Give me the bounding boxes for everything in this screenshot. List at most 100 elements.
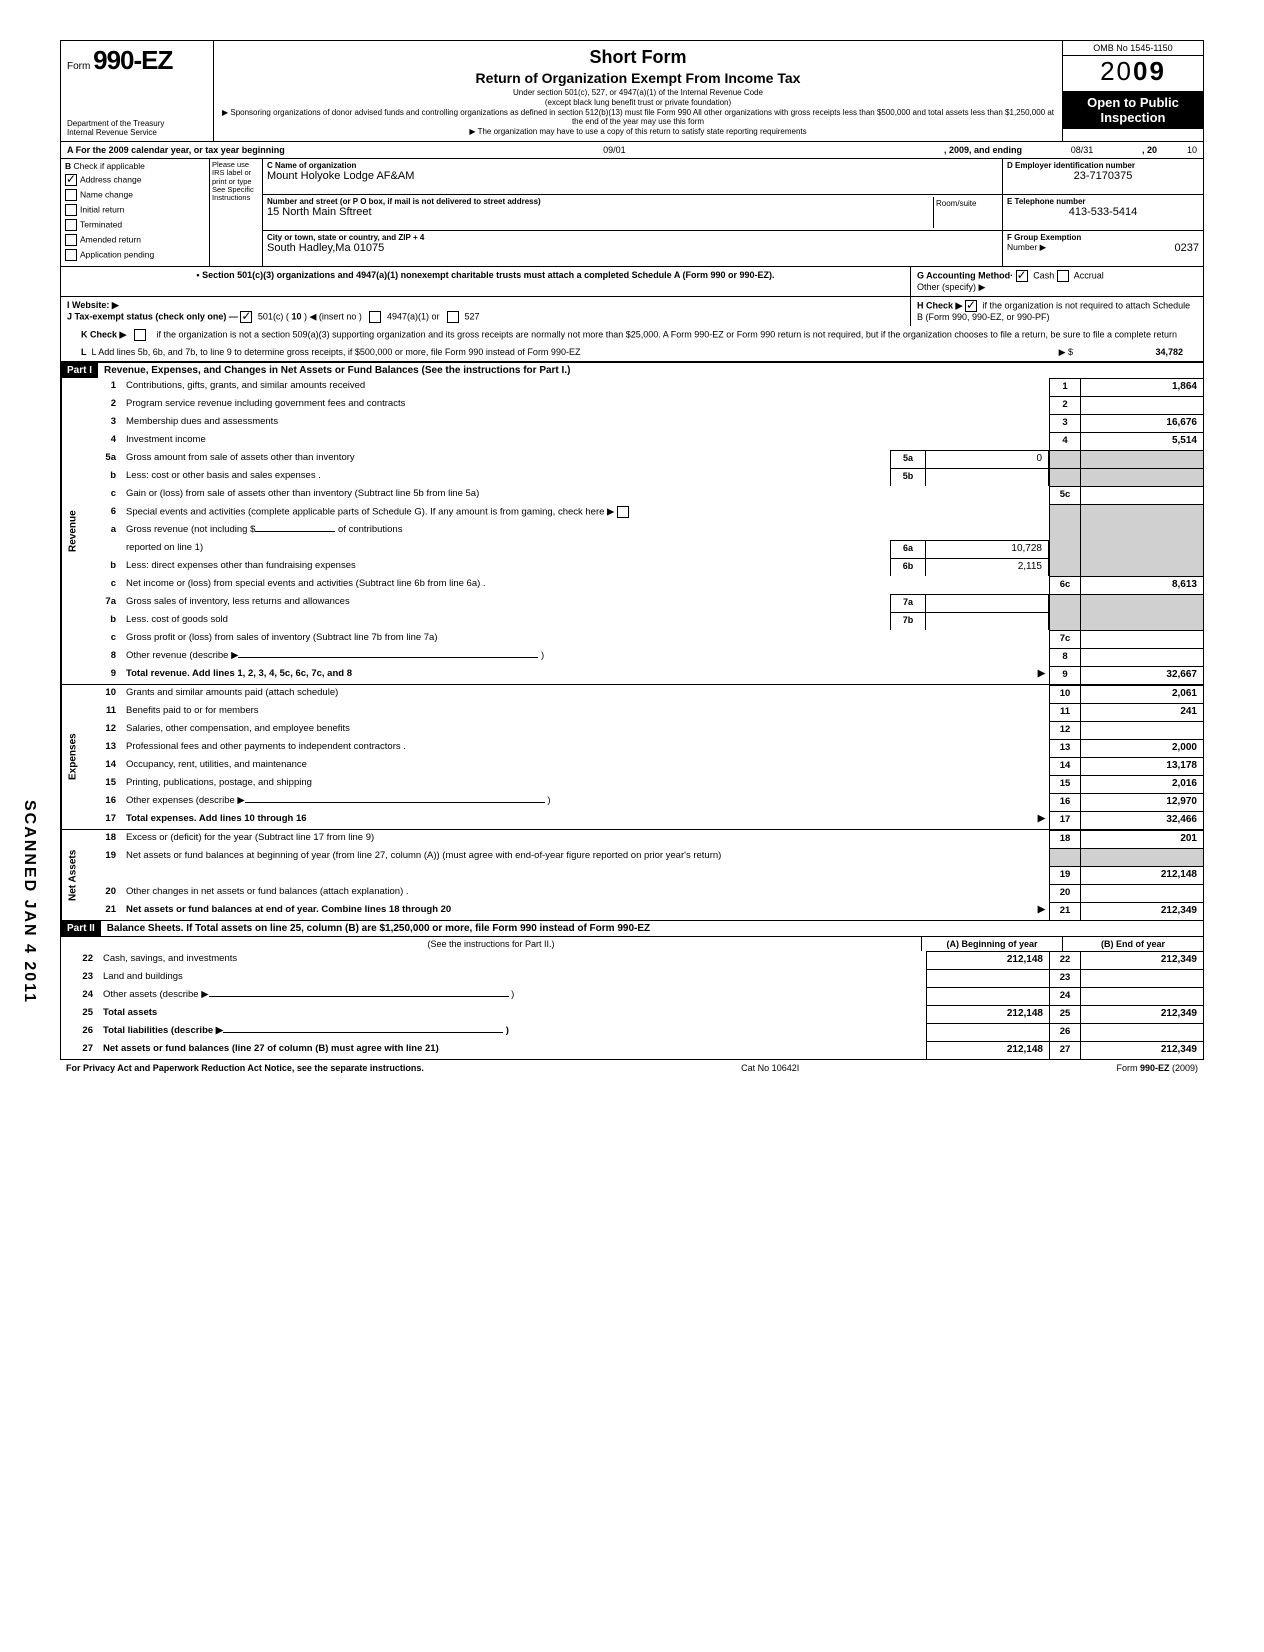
footer-mid: Cat No 10642I — [741, 1063, 799, 1073]
title-box: Short Form Return of Organization Exempt… — [214, 41, 1063, 141]
ln-9: 9 — [84, 666, 122, 684]
cb-gaming[interactable] — [617, 506, 629, 518]
cb-501c[interactable] — [240, 311, 252, 323]
val-7a — [1080, 594, 1203, 612]
h-section: H Check ▶ if the organization is not req… — [910, 297, 1203, 326]
subtitle-3: ▶ Sponsoring organizations of donor advi… — [220, 108, 1056, 126]
num-22: 22 — [1049, 951, 1080, 969]
desc-2: Program service revenue including govern… — [122, 396, 1049, 414]
num-14: 14 — [1049, 757, 1080, 775]
city-label: City or town, state or country, and ZIP … — [267, 233, 998, 242]
col-b-header: (B) End of year — [1062, 937, 1203, 951]
desc-23: Land and buildings — [99, 969, 926, 987]
ln-19: 19 — [84, 848, 122, 866]
num-26: 26 — [1049, 1023, 1080, 1041]
midnum-7a: 7a — [890, 594, 926, 612]
ln-5c: c — [84, 486, 122, 504]
num-19s — [1049, 848, 1080, 866]
val-23b — [1080, 969, 1203, 987]
ln-3: 3 — [84, 414, 122, 432]
desc-25: Total assets — [99, 1005, 926, 1023]
cb-address-change[interactable] — [65, 174, 77, 186]
val-10: 2,061 — [1080, 685, 1203, 703]
cb-initial[interactable] — [65, 204, 77, 216]
val-22a: 212,148 — [926, 951, 1049, 969]
val-5b — [1080, 468, 1203, 486]
col-c: C Name of organization Mount Holyoke Lod… — [263, 159, 1002, 266]
num-6 — [1049, 504, 1080, 522]
val-9: 32,667 — [1080, 666, 1203, 684]
midval-7b — [926, 612, 1049, 630]
cb-amended[interactable] — [65, 234, 77, 246]
desc-4: Investment income — [122, 432, 1049, 450]
street-label: Number and street (or P O box, if mail i… — [267, 197, 933, 206]
footer: For Privacy Act and Paperwork Reduction … — [60, 1060, 1204, 1076]
midnum-6a: 6a — [890, 540, 926, 558]
ln-27: 27 — [61, 1041, 99, 1059]
val-7c — [1080, 630, 1203, 648]
cb-527[interactable] — [447, 311, 459, 323]
form-number: 990-EZ — [93, 45, 172, 75]
num-18: 18 — [1049, 830, 1080, 848]
val-24a — [926, 987, 1049, 1005]
ln-10: 10 — [84, 685, 122, 703]
val-13: 2,000 — [1080, 739, 1203, 757]
desc-5b: Less: cost or other basis and sales expe… — [122, 468, 890, 486]
val-15: 2,016 — [1080, 775, 1203, 793]
desc-3: Membership dues and assessments — [122, 414, 1049, 432]
ln-18: 18 — [84, 830, 122, 848]
group-exemption: 0237 — [1175, 242, 1199, 254]
ln-13: 13 — [84, 739, 122, 757]
val-7b — [1080, 612, 1203, 630]
num-17: 17 — [1049, 811, 1080, 829]
d-label: D Employer identification number — [1007, 161, 1199, 170]
cb-accrual[interactable] — [1057, 270, 1069, 282]
cb-cash[interactable] — [1016, 270, 1028, 282]
desc-12: Salaries, other compensation, and employ… — [122, 721, 1049, 739]
num-6a-pre — [1049, 522, 1080, 540]
num-16: 16 — [1049, 793, 1080, 811]
cb-terminated[interactable] — [65, 219, 77, 231]
val-12 — [1080, 721, 1203, 739]
org-name: Mount Holyoke Lodge AF&AM — [267, 170, 998, 182]
num-7c: 7c — [1049, 630, 1080, 648]
num-20: 20 — [1049, 884, 1080, 902]
cb-4947[interactable] — [369, 311, 381, 323]
ln-19b — [84, 866, 122, 884]
desc-5c: Gain or (loss) from sale of assets other… — [122, 486, 1049, 504]
ein: 23-7170375 — [1007, 170, 1199, 182]
note-row-1: • Section 501(c)(3) organizations and 49… — [60, 266, 1204, 296]
num-13: 13 — [1049, 739, 1080, 757]
midnum-5a: 5a — [890, 450, 926, 468]
val-8 — [1080, 648, 1203, 666]
val-22b: 212,349 — [1080, 951, 1203, 969]
i-label: I Website: ▶ — [67, 300, 119, 310]
cb-h[interactable] — [965, 300, 977, 312]
footer-left: For Privacy Act and Paperwork Reduction … — [66, 1063, 424, 1073]
num-6b — [1049, 558, 1080, 576]
street-val: 15 North Main Sftreet — [267, 206, 933, 218]
num-1: 1 — [1049, 378, 1080, 396]
val-24b — [1080, 987, 1203, 1005]
cb-name-change[interactable] — [65, 189, 77, 201]
desc-16: Other expenses (describe ▶ ) — [122, 793, 1049, 811]
val-6 — [1080, 504, 1203, 522]
col-b: B Check if applicable Address change Nam… — [61, 159, 210, 266]
dept-treasury: Department of the Treasury — [67, 119, 207, 128]
num-2: 2 — [1049, 396, 1080, 414]
cb-k[interactable] — [134, 329, 146, 341]
midnum-7b: 7b — [890, 612, 926, 630]
num-23: 23 — [1049, 969, 1080, 987]
num-8: 8 — [1049, 648, 1080, 666]
form-number-box: Form 990-EZ Department of the Treasury I… — [61, 41, 214, 141]
desc-5a: Gross amount from sale of assets other t… — [122, 450, 890, 468]
desc-26: Total liabilities (describe ▶ ) — [99, 1023, 926, 1041]
ln-16: 16 — [84, 793, 122, 811]
desc-20: Other changes in net assets or fund bala… — [122, 884, 1049, 902]
desc-1: Contributions, gifts, grants, and simila… — [122, 378, 1049, 396]
l-value: 34,782 — [1073, 347, 1183, 358]
desc-9: Total revenue. Add lines 1, 2, 3, 4, 5c,… — [122, 666, 1049, 684]
ln-11: 11 — [84, 703, 122, 721]
cb-pending[interactable] — [65, 249, 77, 261]
right-box: OMB No 1545-1150 2009 Open to Public Ins… — [1063, 41, 1203, 141]
